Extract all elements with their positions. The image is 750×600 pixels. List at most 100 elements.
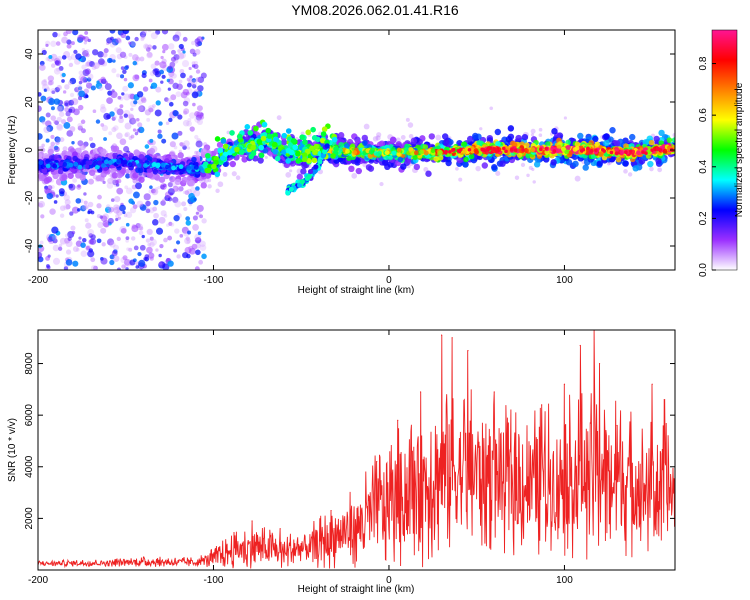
noise-cell: [61, 55, 67, 60]
snr-peak-point: [419, 391, 422, 393]
spectrum-cell: [400, 163, 407, 170]
spectrum-cell: [343, 142, 350, 149]
snr-x-label: Height of straight line (km): [298, 584, 415, 595]
noise-cell: [39, 60, 45, 66]
noise-cell: [145, 208, 151, 214]
spectrum-cell: [72, 151, 78, 157]
spectrum-cell: [57, 168, 64, 175]
noise-cell: [141, 97, 147, 104]
noise-cell: [175, 240, 181, 245]
spectrum-cell: [211, 163, 217, 170]
noise-cell: [134, 74, 140, 80]
noise-cell: [178, 149, 182, 153]
noise-cell: [45, 138, 50, 143]
noise-cell: [129, 117, 137, 125]
spectrum-cell: [603, 139, 610, 147]
noise-cell: [77, 96, 83, 101]
noise-cell: [172, 185, 179, 192]
noise-cell: [514, 175, 520, 180]
spectrum-cell: [472, 132, 479, 140]
noise-cell: [182, 119, 190, 127]
noise-cell: [83, 88, 89, 94]
noise-cell: [92, 49, 99, 56]
spectrum-cell: [247, 130, 254, 136]
noise-cell: [83, 144, 87, 149]
noise-cell: [102, 213, 109, 220]
noise-cell: [163, 214, 168, 218]
noise-cell: [136, 91, 144, 98]
noise-cell: [455, 166, 459, 171]
spectrum-cell: [214, 136, 221, 142]
noise-cell: [77, 140, 84, 147]
noise-cell: [195, 243, 201, 249]
noise-cell: [495, 170, 501, 176]
spectrum-cell: [368, 149, 374, 155]
spectrum-cell: [355, 167, 363, 175]
noise-cell: [161, 198, 166, 203]
noise-cell: [80, 205, 87, 212]
noise-cell: [51, 63, 56, 68]
noise-cell: [100, 227, 107, 234]
noise-cell: [148, 252, 155, 259]
noise-cell: [75, 247, 80, 252]
noise-cell: [65, 249, 72, 255]
spectrum-cell: [396, 151, 401, 157]
noise-cell: [116, 236, 121, 242]
snr-peak-point: [467, 350, 469, 352]
noise-cell: [186, 239, 191, 244]
noise-cell: [530, 133, 535, 137]
noise-cell: [122, 255, 128, 261]
noise-cell: [50, 53, 58, 61]
noise-cell: [627, 172, 633, 177]
spectrum-cell: [507, 125, 515, 132]
noise-cell: [192, 102, 196, 107]
noise-cell: [105, 204, 111, 210]
noise-cell: [84, 30, 89, 35]
snr-peak-point: [663, 399, 666, 401]
noise-cell: [168, 117, 173, 123]
noise-cell: [264, 155, 268, 159]
snr-peak-point: [651, 383, 653, 385]
spectrum-cell: [234, 146, 240, 153]
noise-cell: [100, 257, 108, 265]
noise-cell: [199, 214, 204, 219]
noise-cell: [116, 267, 122, 270]
noise-cell: [124, 133, 129, 138]
spectrum-cell: [47, 148, 54, 155]
noise-cell: [40, 63, 45, 68]
spectrum-cell: [151, 162, 157, 167]
snr-peak-point: [441, 334, 443, 336]
spectrum-cell: [299, 134, 305, 140]
noise-cell: [183, 108, 190, 115]
spectrum-cell: [133, 149, 140, 156]
noise-cell: [113, 206, 121, 214]
noise-cell: [182, 100, 189, 107]
noise-cell: [489, 106, 494, 111]
noise-cell: [158, 216, 166, 224]
spectrum-cell: [311, 157, 318, 164]
noise-cell: [475, 165, 481, 172]
noise-cell: [196, 204, 204, 212]
noise-cell: [195, 42, 200, 47]
noise-cell: [146, 228, 153, 236]
noise-cell: [55, 194, 59, 198]
noise-cell: [125, 173, 131, 179]
noise-cell: [66, 43, 72, 49]
noise-cell: [93, 265, 98, 270]
spectrum-cell: [632, 165, 639, 172]
noise-cell: [59, 137, 65, 143]
noise-cell: [72, 260, 79, 267]
noise-cell: [531, 167, 535, 172]
noise-cell: [109, 41, 116, 48]
spectrum-cell: [516, 152, 523, 158]
noise-cell: [115, 217, 119, 222]
noise-cell: [145, 47, 151, 52]
noise-cell: [100, 215, 108, 222]
spectrum-cell: [280, 139, 288, 146]
noise-cell: [538, 133, 543, 138]
spectrum-cell: [564, 149, 570, 155]
peak-cell: [650, 148, 654, 152]
noise-cell: [140, 34, 146, 40]
noise-cell: [106, 238, 115, 246]
noise-cell: [168, 221, 173, 226]
